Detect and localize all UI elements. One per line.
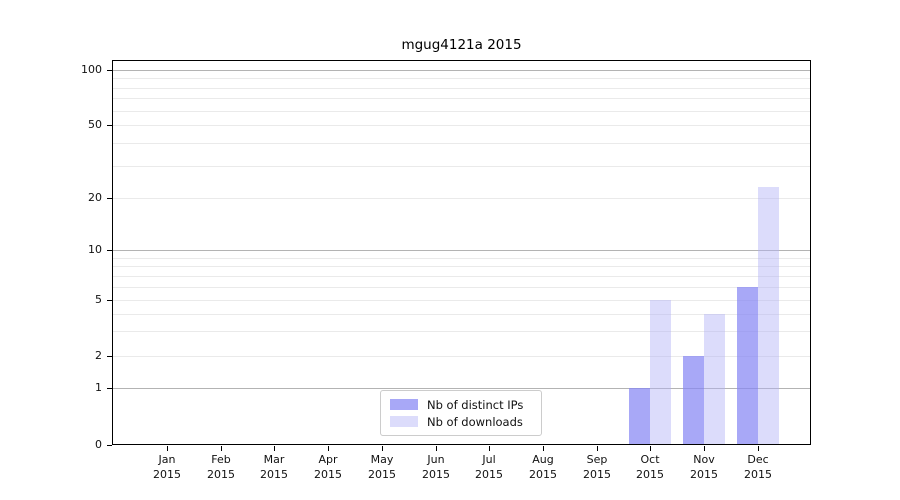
y-tick-2 xyxy=(107,356,112,357)
gridline-y-9 xyxy=(113,258,810,259)
gridline-y-8 xyxy=(113,266,810,267)
x-tick-label-mar: Mar 2015 xyxy=(247,452,301,482)
x-tick-year: 2015 xyxy=(422,468,450,481)
x-tick-label-aug: Aug 2015 xyxy=(516,452,570,482)
x-tick-year: 2015 xyxy=(207,468,235,481)
gridline-y-20 xyxy=(113,198,810,199)
chart-title: mgug4121a 2015 xyxy=(401,37,522,53)
gridline-y-30 xyxy=(113,166,810,167)
gridline-y-80 xyxy=(113,88,810,89)
gridline-y-3 xyxy=(113,331,810,332)
y-tick-label-0: 0 xyxy=(95,438,102,451)
y-tick-10 xyxy=(107,250,112,251)
bar-downloads-dec xyxy=(758,187,779,445)
bar-distinct-ips-oct xyxy=(629,388,650,445)
gridline-y-5 xyxy=(113,300,810,301)
x-tick-year: 2015 xyxy=(636,468,664,481)
y-tick-label-2: 2 xyxy=(95,349,102,362)
y-tick-20 xyxy=(107,198,112,199)
bar-downloads-oct xyxy=(650,300,671,445)
y-tick-label-1: 1 xyxy=(95,381,102,394)
x-tick-label-sep: Sep 2015 xyxy=(570,452,624,482)
gridline-y-4 xyxy=(113,314,810,315)
legend-item-distinct-ips: Nb of distinct IPs xyxy=(381,396,541,413)
gridline-y-90 xyxy=(113,78,810,79)
bar-distinct-ips-dec xyxy=(737,287,758,445)
bar-downloads-nov xyxy=(704,314,725,445)
legend-swatch-downloads xyxy=(390,416,418,427)
gridline-y-60 xyxy=(113,111,810,112)
x-tick-year: 2015 xyxy=(475,468,503,481)
legend: Nb of distinct IPs Nb of downloads xyxy=(380,390,542,436)
bar-distinct-ips-nov xyxy=(683,356,704,445)
gridline-y-1 xyxy=(113,388,810,389)
y-tick-label-10: 10 xyxy=(88,243,102,256)
legend-label: Nb of distinct IPs xyxy=(427,397,524,412)
gridline-y-10 xyxy=(113,250,810,251)
x-tick-year: 2015 xyxy=(153,468,181,481)
y-tick-5 xyxy=(107,300,112,301)
gridline-y-6 xyxy=(113,287,810,288)
x-tick-year: 2015 xyxy=(744,468,772,481)
x-tick-label-jul: Jul 2015 xyxy=(462,452,516,482)
x-tick-label-feb: Feb 2015 xyxy=(194,452,248,482)
x-tick-year: 2015 xyxy=(368,468,396,481)
x-tick-label-jan: Jan 2015 xyxy=(140,452,194,482)
y-tick-0 xyxy=(107,445,112,446)
x-tick-year: 2015 xyxy=(583,468,611,481)
x-tick-year: 2015 xyxy=(529,468,557,481)
x-tick-apr xyxy=(328,446,329,451)
y-tick-label-50: 50 xyxy=(88,118,102,131)
x-tick-label-oct: Oct 2015 xyxy=(623,452,677,482)
gridline-y-2 xyxy=(113,356,810,357)
y-tick-1 xyxy=(107,388,112,389)
legend-label: Nb of downloads xyxy=(427,414,523,429)
x-tick-jan xyxy=(167,446,168,451)
legend-item-downloads: Nb of downloads xyxy=(381,413,541,430)
x-tick-year: 2015 xyxy=(690,468,718,481)
gridline-y-100 xyxy=(113,70,810,71)
x-tick-oct xyxy=(650,446,651,451)
y-tick-label-20: 20 xyxy=(88,191,102,204)
x-tick-label-may: May 2015 xyxy=(355,452,409,482)
x-tick-jun xyxy=(436,446,437,451)
x-tick-aug xyxy=(543,446,544,451)
gridline-y-50 xyxy=(113,125,810,126)
x-tick-may xyxy=(382,446,383,451)
x-tick-feb xyxy=(221,446,222,451)
x-tick-year: 2015 xyxy=(260,468,288,481)
gridline-y-7 xyxy=(113,276,810,277)
x-tick-dec xyxy=(758,446,759,451)
x-tick-label-jun: Jun 2015 xyxy=(409,452,463,482)
y-tick-label-100: 100 xyxy=(81,63,102,76)
x-tick-label-nov: Nov 2015 xyxy=(677,452,731,482)
x-tick-label-dec: Dec 2015 xyxy=(731,452,785,482)
gridline-y-70 xyxy=(113,98,810,99)
y-tick-label-5: 5 xyxy=(95,293,102,306)
legend-swatch-distinct-ips xyxy=(390,399,418,410)
x-tick-label-apr: Apr 2015 xyxy=(301,452,355,482)
gridline-y-40 xyxy=(113,143,810,144)
x-tick-nov xyxy=(704,446,705,451)
x-tick-jul xyxy=(489,446,490,451)
y-tick-50 xyxy=(107,125,112,126)
x-tick-mar xyxy=(274,446,275,451)
x-tick-sep xyxy=(597,446,598,451)
x-tick-year: 2015 xyxy=(314,468,342,481)
y-tick-100 xyxy=(107,70,112,71)
